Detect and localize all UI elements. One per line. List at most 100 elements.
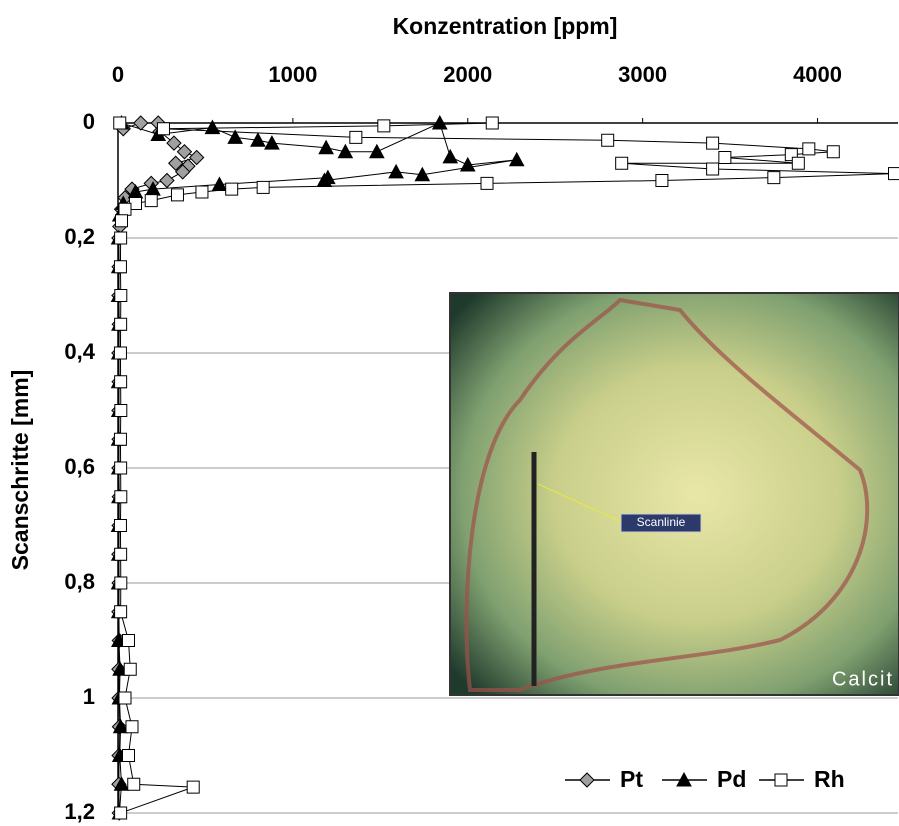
marker [250, 132, 266, 147]
marker [113, 260, 127, 274]
grain-outline [464, 297, 870, 692]
y-tick-label: 0 [83, 109, 95, 134]
photo [449, 292, 899, 696]
marker [123, 662, 137, 676]
marker [655, 174, 669, 187]
photo-inset: Scanlinie Calcit [449, 292, 899, 696]
marker [168, 155, 184, 171]
marker [264, 135, 280, 150]
marker [133, 115, 149, 131]
marker [118, 691, 132, 705]
marker [176, 144, 193, 160]
y-tick-label: 0,6 [64, 454, 95, 479]
marker [114, 605, 128, 619]
marker [615, 156, 629, 170]
marker [318, 139, 334, 155]
marker [166, 135, 182, 151]
legend-item: Pt [565, 766, 643, 792]
marker [225, 182, 239, 196]
x-tick-label: 0 [112, 62, 124, 87]
marker [121, 749, 135, 762]
marker [114, 289, 128, 302]
marker [431, 114, 448, 130]
marker [156, 122, 170, 136]
legend-label: Pt [620, 766, 643, 792]
marker [320, 169, 336, 185]
legend-item: Rh [759, 766, 845, 792]
marker [114, 375, 128, 389]
y-tick-label: 0,4 [64, 339, 95, 364]
marker [377, 119, 391, 133]
marker [114, 806, 128, 820]
marker [112, 661, 128, 676]
legend-label: Pd [717, 766, 746, 792]
y-tick-label: 1 [83, 684, 95, 709]
marker [118, 202, 132, 216]
marker [256, 180, 270, 194]
marker [186, 780, 200, 794]
x-tick-label: 2000 [443, 62, 492, 87]
marker [826, 145, 840, 159]
y-tick-label: 0,2 [64, 224, 95, 249]
marker [349, 130, 363, 144]
marker [144, 194, 158, 208]
pointer [537, 483, 623, 523]
marker [791, 156, 805, 170]
marker [195, 185, 209, 199]
marker [888, 167, 899, 181]
marker [114, 317, 128, 331]
marker [114, 214, 128, 228]
marker [114, 404, 128, 417]
marker [485, 116, 499, 130]
marker [601, 133, 615, 147]
marker [127, 777, 141, 791]
marker [368, 143, 385, 159]
marker [508, 151, 525, 167]
legend-label: Rh [814, 766, 845, 792]
marker [175, 164, 191, 180]
y-tick-label: 0,8 [64, 569, 95, 594]
marker [227, 129, 244, 144]
y-tick-label: 1,2 [64, 799, 95, 824]
marker [113, 116, 127, 130]
marker [188, 149, 205, 166]
annotation: Calcit [832, 668, 894, 690]
marker [113, 776, 130, 791]
marker [114, 490, 128, 504]
legend-item: Pd [662, 766, 746, 792]
marker [802, 142, 816, 156]
marker [114, 231, 128, 245]
legend-marker [579, 772, 595, 788]
x-tick-label: 1000 [268, 62, 317, 87]
y-axis-title: Scanschritte [mm] [7, 370, 33, 571]
marker [767, 171, 781, 185]
legend-marker [676, 771, 692, 787]
marker [204, 119, 221, 135]
marker [113, 432, 127, 446]
marker [211, 176, 228, 192]
marker [480, 176, 494, 190]
x-tick-label: 4000 [793, 62, 842, 87]
marker [125, 720, 139, 734]
marker [388, 163, 404, 179]
plot [110, 114, 899, 821]
marker [159, 172, 175, 189]
marker [114, 576, 128, 590]
marker [170, 188, 184, 202]
marker [459, 156, 476, 172]
marker [706, 136, 720, 150]
x-tick-label: 3000 [618, 62, 667, 87]
legend-marker [774, 773, 788, 787]
marker [113, 346, 127, 360]
marker [414, 166, 431, 182]
marker [442, 148, 459, 164]
marker [121, 634, 135, 647]
marker [114, 461, 128, 475]
marker [114, 547, 128, 561]
marker [112, 718, 129, 734]
marker [337, 143, 354, 159]
marker [113, 519, 127, 532]
label-box [620, 513, 702, 533]
marker [718, 151, 732, 164]
